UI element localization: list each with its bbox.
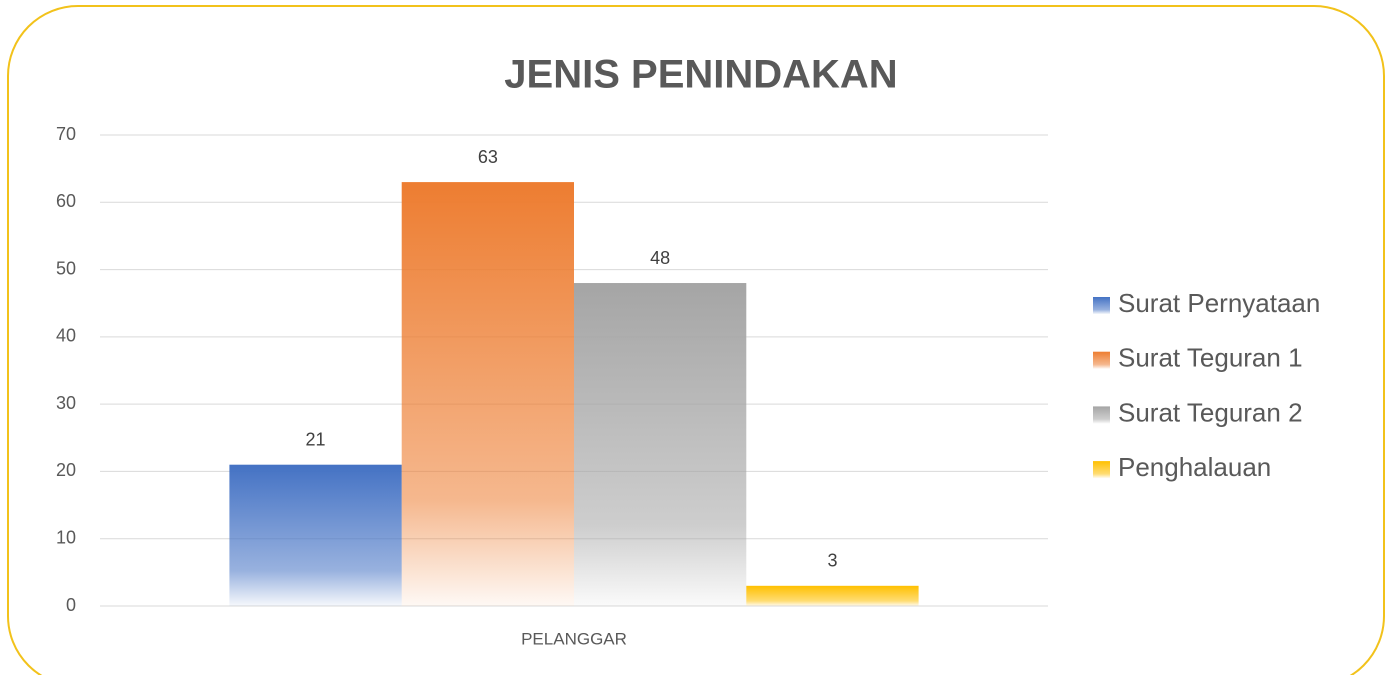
y-tick-label: 70 [56,124,76,144]
legend-swatch [1093,351,1110,369]
y-tick-label: 0 [66,595,76,615]
x-tick-label: PELANGGAR [521,629,627,648]
legend-swatch [1093,461,1110,479]
y-tick-label: 30 [56,393,76,413]
value-label: 63 [478,147,498,167]
legend-label: Surat Pernyataan [1118,288,1320,318]
legend-label: Surat Teguran 2 [1118,397,1303,427]
legend-label: Penghalauan [1118,452,1271,482]
chart-title: JENIS PENINDAKAN [504,53,897,97]
bar [574,283,747,606]
y-tick-label: 40 [56,326,76,346]
bar [746,585,919,606]
legend-swatch [1093,406,1110,424]
y-tick-label: 10 [56,527,76,547]
bar [229,464,402,606]
y-tick-label: 20 [56,460,76,480]
value-label: 3 [827,551,837,571]
bar [401,182,574,606]
legend-label: Surat Teguran 1 [1118,343,1303,373]
y-tick-label: 60 [56,191,76,211]
chart-border [7,5,1385,675]
value-label: 21 [306,429,326,449]
value-label: 48 [650,248,670,268]
legend-swatch [1093,297,1110,314]
y-tick-label: 50 [56,258,76,278]
